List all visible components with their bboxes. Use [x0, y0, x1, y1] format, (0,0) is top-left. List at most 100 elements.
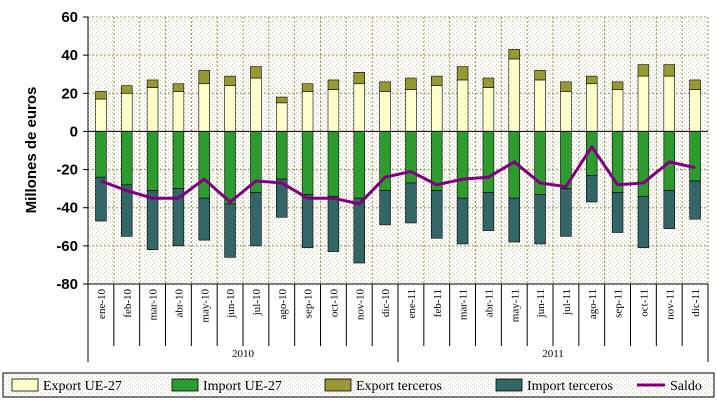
x-tick-label: jul-11	[561, 289, 573, 316]
bar-import-terceros	[508, 197, 520, 243]
bar-import-terceros	[276, 178, 288, 218]
bar-export-ue-27	[637, 75, 650, 132]
bar-import-ue-27	[172, 131, 185, 189]
bar-import-terceros	[534, 194, 546, 245]
x-tick-label: sep-10	[303, 289, 315, 319]
year-label: 2011	[542, 348, 564, 360]
bar-export-terceros	[172, 83, 185, 92]
legend-swatch	[11, 378, 39, 392]
bar-import-ue-27	[146, 131, 159, 191]
bar-export-ue-27	[482, 87, 495, 132]
bar-import-ue-27	[224, 131, 236, 205]
x-tick-label: may-11	[509, 289, 521, 322]
bar-import-terceros	[301, 194, 314, 249]
bar-import-ue-27	[637, 131, 650, 197]
bar-export-terceros	[482, 77, 495, 88]
legend-box	[2, 372, 715, 398]
bar-export-terceros	[224, 75, 236, 86]
bar-export-ue-27	[327, 89, 340, 132]
y-tick-label: 20	[61, 85, 78, 102]
bar-export-ue-27	[379, 91, 391, 132]
bar-export-terceros	[146, 79, 159, 88]
bars	[95, 49, 701, 264]
y-tick-label: -60	[56, 238, 78, 255]
bar-export-ue-27	[95, 98, 107, 132]
legend-label: Export terceros	[356, 379, 442, 394]
bar-export-terceros	[611, 81, 624, 90]
legend: Export UE-27 Import UE-27 Export terceros I…	[2, 372, 715, 398]
bar-export-terceros	[276, 96, 288, 104]
legend-label: Saldo	[670, 379, 702, 394]
bar-import-ue-27	[276, 131, 288, 180]
bar-export-ue-27	[508, 58, 520, 132]
bar-import-ue-27	[482, 131, 495, 193]
x-tick-label: jun-11	[535, 289, 547, 318]
bar-export-ue-27	[172, 91, 185, 132]
bar-export-terceros	[95, 91, 107, 100]
bar-export-terceros	[508, 49, 520, 60]
bar-export-terceros	[379, 81, 391, 92]
bar-export-terceros	[301, 83, 314, 92]
x-tick-label: oct-11	[638, 289, 650, 317]
x-tick-label: ene-10	[96, 289, 108, 319]
x-tick-labels: ene-10 feb-10 mar-10 abr-10 may-10 jun-10 jul-…	[96, 289, 702, 360]
bar-export-ue-27	[663, 75, 675, 132]
bar-import-terceros	[637, 195, 650, 249]
bar-import-terceros	[431, 190, 443, 239]
bar-import-terceros	[146, 190, 159, 250]
x-tick-label: may-10	[199, 289, 211, 323]
legend-swatch	[495, 378, 523, 392]
bar-export-ue-27	[611, 89, 624, 132]
bar-import-ue-27	[198, 131, 210, 199]
bar-export-ue-27	[456, 79, 469, 132]
legend-label: Import terceros	[527, 379, 613, 394]
year-label: 2010	[232, 348, 255, 360]
bar-export-terceros	[353, 72, 365, 85]
bar-export-terceros	[405, 77, 417, 90]
x-tick-label: sep-11	[613, 289, 625, 318]
bar-export-ue-27	[405, 89, 417, 132]
bar-import-terceros	[172, 188, 185, 247]
bar-import-terceros	[586, 174, 598, 203]
bar-export-ue-27	[353, 83, 365, 132]
bar-export-terceros	[560, 81, 572, 92]
bar-export-ue-27	[560, 91, 572, 132]
bar-export-terceros	[198, 70, 210, 85]
bar-import-terceros	[121, 184, 133, 237]
bar-export-terceros	[121, 85, 133, 94]
y-tick-label: -20	[56, 162, 78, 179]
bar-import-terceros	[224, 203, 236, 258]
x-tick-label: dic-11	[690, 289, 702, 317]
bar-import-terceros	[327, 195, 340, 252]
bar-import-ue-27	[405, 131, 417, 184]
y-tick-label: 40	[61, 47, 78, 64]
x-tick-label: abr-11	[483, 289, 495, 317]
bar-export-terceros	[637, 64, 650, 77]
x-tick-label: jul-10	[251, 289, 263, 317]
x-tick-label: mar-10	[148, 289, 160, 321]
bar-import-ue-27	[353, 131, 365, 199]
bar-export-terceros	[663, 64, 675, 77]
bar-import-ue-27	[689, 131, 701, 182]
y-tick-label: 0	[70, 123, 78, 140]
x-tick-label: nov-11	[664, 289, 676, 320]
saldo-line-group	[100, 145, 696, 206]
bar-export-ue-27	[276, 102, 288, 132]
x-tick-label: dic-10	[380, 289, 392, 318]
x-tick-label: feb-11	[432, 289, 444, 317]
bar-import-terceros	[250, 192, 262, 247]
legend-swatch	[324, 378, 352, 392]
x-tick-label: ago-10	[277, 289, 289, 320]
bar-export-ue-27	[689, 89, 701, 132]
grid-lines	[88, 16, 709, 285]
x-tick-label: jun-10	[225, 289, 237, 319]
y-tick-label: -80	[56, 276, 78, 293]
x-tick-label: oct-10	[328, 289, 340, 318]
bar-export-terceros	[534, 70, 546, 81]
bar-import-terceros	[560, 188, 572, 237]
bar-export-terceros	[431, 75, 443, 86]
bar-export-ue-27	[121, 92, 133, 132]
bar-export-ue-27	[534, 79, 546, 132]
bar-export-terceros	[586, 75, 598, 85]
